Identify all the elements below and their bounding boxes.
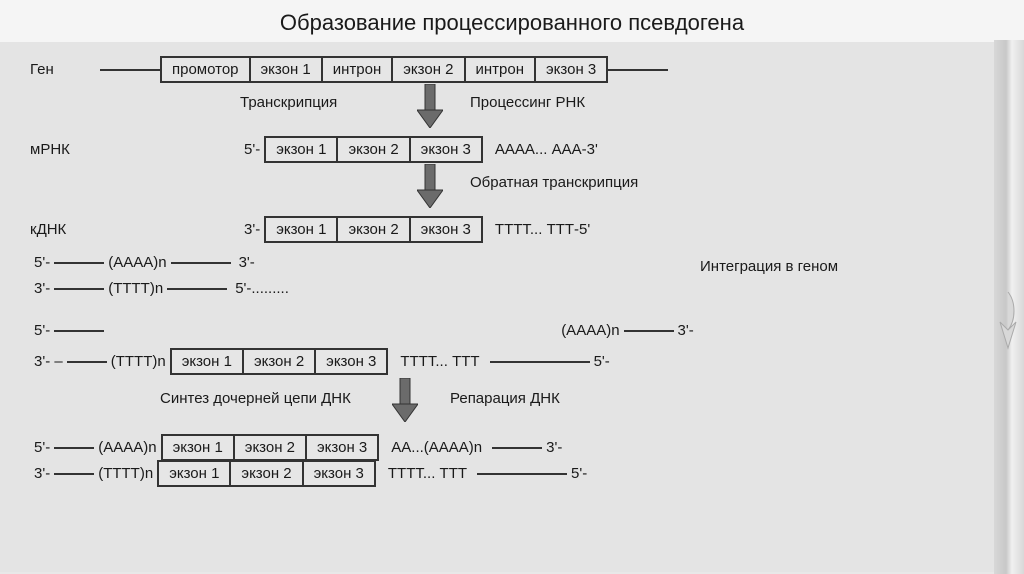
box-exon2: экзон 2 <box>235 434 307 461</box>
AAAAn: (АААА)n <box>94 439 160 456</box>
arrow-transcription <box>417 84 443 128</box>
three-prime-end: 3'- <box>674 322 698 339</box>
box-exon2: экзон 2 <box>244 348 316 375</box>
five-prime-end: 5'- <box>590 353 614 370</box>
line-segment <box>492 447 542 449</box>
label-gene: Ген <box>30 61 100 78</box>
box-exon3: экзон 3 <box>411 136 483 163</box>
AAAAn: (АААА)n <box>557 322 623 339</box>
box-exon1: экзон 1 <box>251 56 323 83</box>
genome-pair-bottom: 3'- (ТТТТ)n 5'-......... <box>30 280 994 297</box>
page-curl-arrow-icon <box>996 290 1020 355</box>
box-exon2: экзон 2 <box>393 56 465 83</box>
TTTTn: (ТТТТ)n <box>104 280 167 297</box>
TTTT-dots: ТТТТ... ТТТ <box>396 353 483 370</box>
diagram-area: Ген промотор экзон 1 интрон экзон 2 интр… <box>0 42 1024 572</box>
page-title: Образование процессированного псевдогена <box>0 0 1024 42</box>
box-exon2: экзон 2 <box>231 460 303 487</box>
label-rna-processing: Процессинг РНК <box>470 94 585 111</box>
box-exon1: экзон 1 <box>264 136 338 163</box>
polyT-tail: ТТТТ... ТТТ-5' <box>491 221 594 238</box>
line-segment <box>67 361 107 363</box>
five-prime-suffix: 5'-......... <box>231 280 293 297</box>
five-prime: 5'- <box>30 254 54 271</box>
three-prime: 3'- <box>30 280 54 297</box>
arrow-synthesis-repair <box>392 378 418 422</box>
three-prime: 3'- – <box>30 353 67 370</box>
label-daughter-synthesis: Синтез дочерней цепи ДНК <box>160 390 351 407</box>
final-bottom: 3'- (ТТТТ)n экзон 1 экзон 2 экзон 3 ТТТТ… <box>30 460 994 487</box>
box-exon3: экзон 3 <box>307 434 379 461</box>
line-segment <box>54 473 94 475</box>
box-exon2: экзон 2 <box>338 136 410 163</box>
line-segment <box>54 288 104 290</box>
integrated-bottom: 3'- – (ТТТТ)n экзон 1 экзон 2 экзон 3 ТТ… <box>30 348 994 375</box>
box-exon1: экзон 1 <box>161 434 235 461</box>
label-mrna: мРНК <box>30 141 100 158</box>
TTTTn: (ТТТТ)n <box>94 465 157 482</box>
cdna-row: кДНК 3'- экзон 1 экзон 2 экзон 3 ТТТТ...… <box>30 216 994 243</box>
line-segment <box>171 262 231 264</box>
line-segment <box>477 473 567 475</box>
label-transcription: Транскрипция <box>240 94 337 111</box>
line-segment <box>167 288 227 290</box>
line-segment <box>624 330 674 332</box>
three-prime-end: 3'- <box>542 439 566 456</box>
box-intron1: интрон <box>323 56 394 83</box>
box-exon1: экзон 1 <box>157 460 231 487</box>
final-top: 5'- (АААА)n экзон 1 экзон 2 экзон 3 АА..… <box>30 434 994 461</box>
box-exon3: экзон 3 <box>411 216 483 243</box>
line-segment <box>100 69 160 71</box>
mrna-row: мРНК 5'- экзон 1 экзон 2 экзон 3 АААА...… <box>30 136 994 163</box>
line-segment <box>490 361 590 363</box>
three-prime-suffix: 3'- <box>235 254 259 271</box>
genome-pair-top: 5'- (АААА)n 3'- <box>30 254 994 271</box>
TTTTn: (ТТТТ)n <box>107 353 170 370</box>
gene-row: Ген промотор экзон 1 интрон экзон 2 интр… <box>30 56 994 83</box>
five-prime: 5'- <box>30 439 54 456</box>
box-exon3: экзон 3 <box>304 460 376 487</box>
box-exon1: экзон 1 <box>170 348 244 375</box>
AA-AAAAn: АА...(АААА)n <box>387 439 486 456</box>
box-promoter: промотор <box>160 56 251 83</box>
box-intron2: интрон <box>466 56 537 83</box>
arrow-reverse-transcription <box>417 164 443 208</box>
box-exon3: экзон 3 <box>316 348 388 375</box>
box-exon3: экзон 3 <box>536 56 608 83</box>
TTTT-dots: ТТТТ... ТТТ <box>384 465 471 482</box>
five-prime: 5'- <box>30 322 54 339</box>
label-reverse-transcription: Обратная транскрипция <box>470 174 638 191</box>
box-exon1: экзон 1 <box>264 216 338 243</box>
AAAAn: (АААА)n <box>104 254 170 271</box>
box-exon2: экзон 2 <box>338 216 410 243</box>
three-prime: 3'- <box>30 465 54 482</box>
five-prime: 5'- <box>240 141 264 158</box>
line-segment <box>54 447 94 449</box>
three-prime: 3'- <box>240 221 264 238</box>
label-cdna: кДНК <box>30 221 100 238</box>
integrated-top: 5'- (TTTT)n (АААА)n 3'- <box>30 322 994 339</box>
line-segment <box>54 330 104 332</box>
five-prime-end: 5'- <box>567 465 591 482</box>
label-dna-repair: Репарация ДНК <box>450 390 560 407</box>
line-segment <box>608 69 668 71</box>
line-segment <box>54 262 104 264</box>
polyA-tail: АААА... ААА-3' <box>491 141 602 158</box>
